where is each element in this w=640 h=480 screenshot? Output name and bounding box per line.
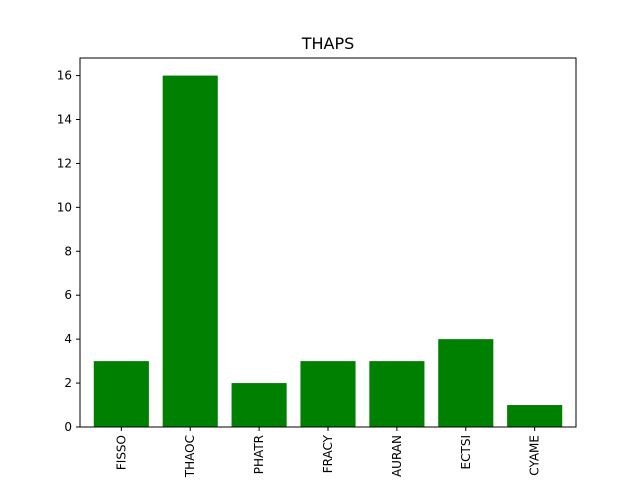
- bar-cyame: [507, 405, 563, 427]
- y-tick-label-14: 14: [57, 113, 72, 127]
- bar-fracy: [300, 361, 356, 427]
- y-tick-label-6: 6: [64, 288, 72, 302]
- y-tick-label-2: 2: [64, 376, 72, 390]
- plot-frame: [79, 57, 577, 428]
- y-tick-label-12: 12: [57, 156, 72, 170]
- y-tick-label-0: 0: [64, 420, 72, 434]
- y-axis: 0 2 4 6 8 10 12 14 16: [57, 69, 80, 434]
- bar-ectsi: [438, 339, 494, 427]
- y-tick-label-8: 8: [64, 244, 72, 258]
- x-tick-label-cyame: CYAME: [528, 435, 542, 476]
- chart-title: THAPS: [301, 34, 355, 53]
- x-tick-label-ectsi: ECTSI: [459, 435, 473, 469]
- bars: [93, 75, 563, 428]
- bar-fisso: [93, 361, 149, 427]
- x-tick-label-fracy: FRACY: [321, 434, 335, 473]
- bar-phatr: [231, 383, 287, 427]
- y-tick-label-4: 4: [64, 332, 72, 346]
- y-tick-label-16: 16: [57, 69, 72, 83]
- x-tick-label-thaoc: THAOC: [183, 435, 197, 478]
- bar-thaoc: [162, 75, 218, 428]
- x-tick-label-fisso: FISSO: [114, 435, 128, 470]
- bar-auran: [369, 361, 425, 427]
- x-tick-label-phatr: PHATR: [252, 435, 266, 474]
- x-axis: FISSO THAOC PHATR FRACY AURAN ECTSI CYAME: [114, 427, 542, 478]
- y-tick-label-10: 10: [57, 200, 72, 214]
- x-tick-label-auran: AURAN: [390, 435, 404, 477]
